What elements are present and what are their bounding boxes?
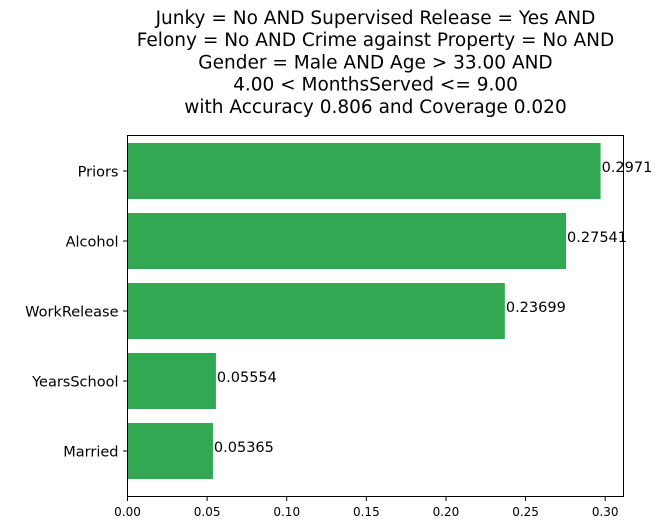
bar-yearsschool <box>127 353 216 409</box>
x-tick-label: 0.00 <box>114 505 141 519</box>
bar-married <box>127 423 213 479</box>
bar-priors <box>127 143 601 199</box>
x-tick-label: 0.25 <box>512 505 539 519</box>
bar-alcohol <box>127 213 567 269</box>
y-tick-label: YearsSchool <box>31 375 118 391</box>
chart-title-line: Felony = No AND Crime against Property =… <box>137 30 614 51</box>
bar-workrelease <box>127 283 505 339</box>
y-tick-label: Married <box>63 445 118 461</box>
x-tick-label: 0.10 <box>273 505 300 519</box>
chart-title-line: Gender = Male AND Age > 33.00 AND <box>198 52 552 73</box>
bar-value-labels: 0.2971 0.27541 0.23699 0.05554 0.05365 <box>214 160 652 456</box>
bar-value-label: 0.27541 <box>567 230 627 246</box>
y-tick-label: WorkRelease <box>25 305 118 321</box>
x-tick-label: 0.30 <box>592 505 619 519</box>
x-tick-label: 0.20 <box>433 505 460 519</box>
chart-title: Junky = No AND Supervised Release = Yes … <box>137 8 614 118</box>
x-tick-label: 0.05 <box>194 505 221 519</box>
chart-title-line: 4.00 < MonthsServed <= 9.00 <box>233 75 518 96</box>
bar-value-label: 0.2971 <box>602 160 653 176</box>
bar-value-label: 0.05554 <box>217 370 277 386</box>
chart-title-line: with Accuracy 0.806 and Coverage 0.020 <box>184 97 566 118</box>
y-tick-label: Alcohol <box>66 235 119 251</box>
chart-title-line: Junky = No AND Supervised Release = Yes … <box>155 8 596 29</box>
bar-value-label: 0.05365 <box>214 440 274 456</box>
y-axis-ticks: Priors Alcohol WorkRelease YearsSchool Marri… <box>25 165 128 461</box>
bar-value-label: 0.23699 <box>506 300 566 316</box>
y-tick-label: Priors <box>78 165 119 181</box>
bars <box>127 143 601 479</box>
x-axis-ticks: 0.00 0.05 0.10 0.15 0.20 0.25 0.30 <box>114 496 619 519</box>
x-tick-label: 0.15 <box>353 505 380 519</box>
plot-frame <box>127 135 624 497</box>
